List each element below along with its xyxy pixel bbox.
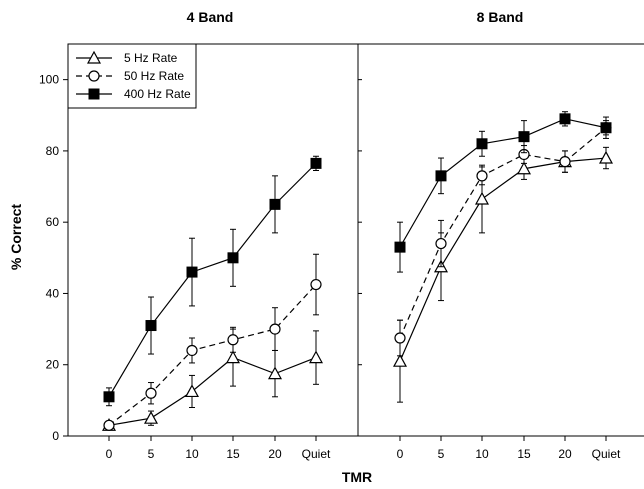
- x-tick-label: 10: [475, 447, 489, 461]
- x-tick-label: 15: [226, 447, 240, 461]
- x-axis-title: TMR: [342, 469, 372, 485]
- x-tick-label: Quiet: [592, 447, 621, 461]
- panel2-400-hz-rate-point: [435, 170, 447, 182]
- panel2-400-hz-rate-point: [394, 241, 406, 253]
- panel1-5-hz-rate-series: [101, 328, 324, 431]
- legend-marker-400-hz-rate: [88, 88, 100, 100]
- panel1-50-hz-rate-point: [186, 344, 198, 357]
- legend: 5 Hz Rate 50 Hz Rate 400 Hz Rate: [67, 43, 197, 109]
- x-tick-label: 0: [397, 447, 404, 461]
- panel2-5-hz-rate-line: [399, 157, 607, 362]
- panel1-50-hz-rate-point: [227, 334, 239, 346]
- y-tick-label: 20: [46, 358, 60, 372]
- panel2-5-hz-rate-series: [392, 146, 614, 403]
- panel2-5-hz-rate-point: [598, 150, 614, 164]
- panel2-50-hz-rate-point: [394, 332, 406, 344]
- panel1-400-hz-rate-series: [103, 155, 322, 407]
- panel2-400-hz-rate-point: [600, 122, 612, 134]
- y-axis-title: % Correct: [8, 204, 24, 270]
- panel1-5-hz-rate-point: [267, 366, 283, 380]
- panel1-400-hz-rate-line: [108, 162, 317, 398]
- panel1-400-hz-rate-point: [186, 266, 198, 278]
- panel1-400-hz-rate-point: [269, 198, 281, 210]
- panel2-400-hz-rate-series: [394, 111, 612, 273]
- panel2-50-hz-rate-point: [559, 156, 571, 168]
- panel-title-0: 4 Band: [187, 9, 234, 25]
- panel2-5-hz-rate-point: [516, 161, 532, 175]
- panel1-400-hz-rate-point: [103, 391, 115, 403]
- panel1-400-hz-rate-point: [310, 157, 322, 169]
- legend-marker-5-hz-rate: [86, 50, 102, 64]
- panel2-50-hz-rate-point: [476, 170, 488, 182]
- x-tick-label: 10: [185, 447, 199, 461]
- panel1-50-hz-rate-point: [310, 278, 322, 291]
- y-tick-label: 40: [46, 286, 60, 300]
- panel1-400-hz-rate-point: [145, 320, 157, 332]
- panel1-5-hz-rate-point: [225, 350, 241, 364]
- panel1-5-hz-rate-point: [184, 384, 200, 398]
- y-tick-label: 0: [52, 429, 59, 443]
- panel1-400-hz-rate-point: [227, 252, 239, 264]
- x-tick-label: 20: [558, 447, 572, 461]
- panel2-50-hz-rate-point: [435, 237, 447, 250]
- x-tick-label: 20: [268, 447, 282, 461]
- panel1-50-hz-rate-point: [103, 419, 115, 431]
- panel2-5-hz-rate-point: [392, 353, 408, 367]
- y-tick-label: 80: [46, 144, 60, 158]
- x-tick-label: 5: [148, 447, 155, 461]
- panel-0-series: [101, 155, 324, 431]
- y-tick-label: 100: [39, 73, 59, 87]
- panel1-5-hz-rate-point: [308, 350, 324, 364]
- x-tick-label: 0: [106, 447, 113, 461]
- legend-label-5-hz-rate: 5 Hz Rate: [124, 51, 178, 65]
- panel2-400-hz-rate-line: [399, 118, 607, 248]
- panel2-400-hz-rate-point: [476, 138, 488, 150]
- panel2-50-hz-rate-series: [394, 120, 612, 357]
- panel1-50-hz-rate-line: [108, 284, 317, 426]
- legend-marker-50-hz-rate: [88, 70, 100, 82]
- panel2-50-hz-rate-line: [399, 127, 607, 339]
- panel1-50-hz-rate-point: [145, 387, 157, 399]
- panel1-5-hz-rate-line: [108, 356, 317, 426]
- y-tick-label: 60: [46, 215, 60, 229]
- legend-label-400-hz-rate: 400 Hz Rate: [124, 87, 191, 101]
- panel1-5-hz-rate-point: [143, 410, 159, 424]
- series-layer: [101, 111, 614, 431]
- panel-title-1: 8 Band: [477, 9, 524, 25]
- panel2-400-hz-rate-point: [518, 131, 530, 143]
- panel1-50-hz-rate-series: [103, 253, 322, 431]
- legend-label-50-hz-rate: 50 Hz Rate: [124, 69, 184, 83]
- x-tick-label: Quiet: [302, 447, 331, 461]
- x-axis: 0 5 10 15 20 Quiet 0 5 10 15 20 Quiet: [106, 436, 621, 461]
- x-tick-label: 5: [438, 447, 445, 461]
- y-axis: 0 20 40 60 80 100: [39, 73, 362, 443]
- panel2-400-hz-rate-point: [559, 113, 571, 125]
- panel1-50-hz-rate-point: [269, 323, 281, 335]
- panel-1-series: [392, 111, 614, 403]
- panel2-5-hz-rate-point: [474, 191, 490, 205]
- x-tick-label: 15: [517, 447, 531, 461]
